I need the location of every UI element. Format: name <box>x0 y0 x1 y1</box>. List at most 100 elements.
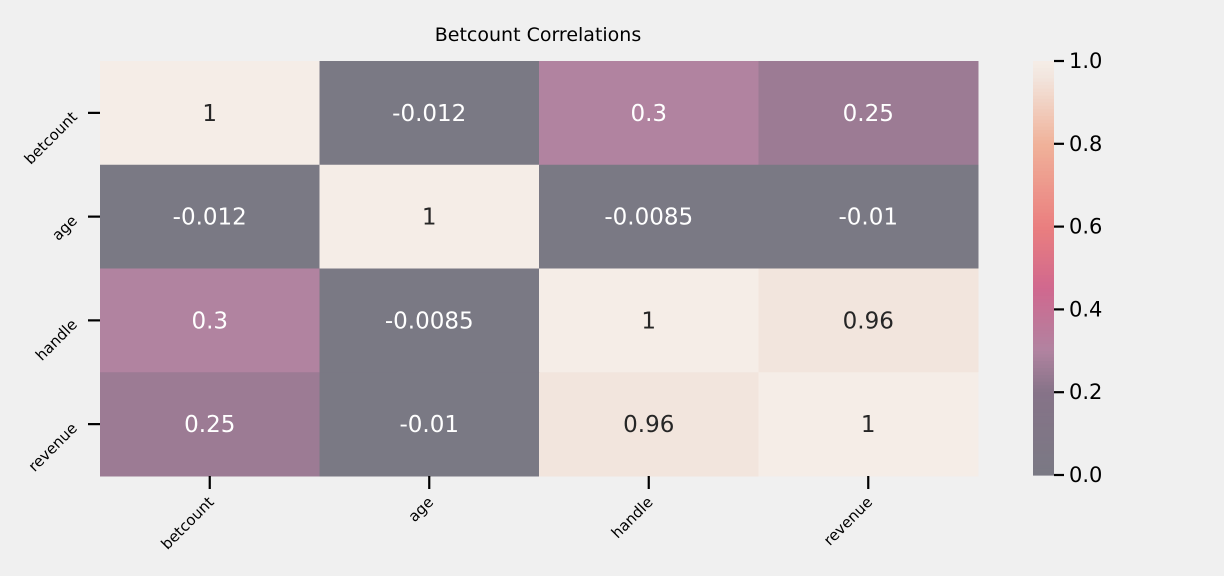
colorbar-tick-label: 0.8 <box>1069 132 1102 156</box>
colorbar-tick-label: 0.6 <box>1069 215 1102 239</box>
colorbar-segment <box>1033 447 1054 452</box>
colorbar-segment <box>1033 323 1054 328</box>
colorbar-segment <box>1033 226 1054 231</box>
colorbar-segment <box>1033 385 1054 390</box>
colorbar-segment <box>1033 292 1054 297</box>
heatmap-cells: 1 -0.012 0.3 0.25 -0.012 1 -0.0085 -0.01 0.3 -0.0… <box>100 61 979 477</box>
colorbar-segment <box>1033 419 1054 424</box>
colorbar-segment <box>1033 202 1054 207</box>
colorbar-segment <box>1033 219 1054 224</box>
colorbar-segment <box>1033 81 1054 86</box>
cell-annotation: 1 <box>641 308 656 334</box>
cell-annotation: 0.3 <box>630 101 667 127</box>
y-tick-label: betcount <box>21 108 81 168</box>
heatmap-cell-age-handle <box>539 164 759 269</box>
colorbar-segment <box>1033 399 1054 404</box>
colorbar-segment <box>1033 416 1054 421</box>
colorbar-segment <box>1033 150 1054 155</box>
cell-annotation: 1 <box>422 205 437 231</box>
colorbar-segment <box>1033 240 1054 245</box>
colorbar-segment <box>1033 302 1054 307</box>
colorbar-segment <box>1033 67 1054 72</box>
cell-annotation: -0.01 <box>399 412 459 438</box>
colorbar-segment <box>1033 254 1054 259</box>
colorbar-tick-label: 0.4 <box>1069 297 1102 321</box>
colorbar-segment <box>1033 230 1054 235</box>
colorbar-segment <box>1033 195 1054 200</box>
colorbar-segment <box>1033 95 1054 100</box>
colorbar-segment <box>1033 350 1054 355</box>
heatmap-cell-betcount-handle <box>539 61 759 166</box>
colorbar-tick-label: 0.2 <box>1069 380 1102 404</box>
colorbar-segment <box>1033 123 1054 128</box>
colorbar-segment <box>1033 357 1054 362</box>
colorbar-segment <box>1033 364 1054 369</box>
x-tick-label: betcount <box>158 493 218 553</box>
colorbar-segment <box>1033 333 1054 338</box>
y-axis: betcount age handle revenue <box>21 108 100 475</box>
colorbar-segment <box>1033 154 1054 159</box>
colorbar-segment <box>1033 347 1054 352</box>
colorbar-segment <box>1033 278 1054 283</box>
colorbar-segment <box>1033 181 1054 186</box>
colorbar-segment <box>1033 461 1054 466</box>
colorbar-segment <box>1033 326 1054 331</box>
colorbar-segment <box>1033 426 1054 431</box>
colorbar-segment <box>1033 443 1054 448</box>
y-tick-label: age <box>48 212 80 244</box>
colorbar-segment <box>1033 164 1054 169</box>
colorbar-segment <box>1033 468 1054 473</box>
cell-annotation: 1 <box>202 101 217 127</box>
cell-annotation: 0.25 <box>184 412 235 438</box>
colorbar-segment <box>1033 126 1054 131</box>
colorbar-segment <box>1033 285 1054 290</box>
colorbar-segment <box>1033 450 1054 455</box>
colorbar-segment <box>1033 392 1054 397</box>
x-tick-label: revenue <box>820 493 876 549</box>
colorbar-tick-label: 0.0 <box>1069 463 1102 487</box>
cell-annotation: 0.96 <box>623 412 674 438</box>
colorbar-segment <box>1033 247 1054 252</box>
colorbar-segment <box>1033 216 1054 221</box>
chart-title: Betcount Correlations <box>435 24 642 46</box>
colorbar-segment <box>1033 143 1054 148</box>
heatmap-cell-handle-age <box>319 268 540 373</box>
colorbar-segment <box>1033 309 1054 314</box>
colorbar-segment <box>1033 274 1054 279</box>
colorbar-segment <box>1033 343 1054 348</box>
colorbar-segment <box>1033 178 1054 183</box>
heatmap-cell-betcount-revenue <box>758 61 979 166</box>
colorbar-segment <box>1033 371 1054 376</box>
colorbar-segment <box>1033 457 1054 462</box>
colorbar-segment <box>1033 378 1054 383</box>
heatmap-cell-revenue-betcount <box>100 372 320 477</box>
colorbar-segment <box>1033 88 1054 93</box>
cell-annotation: -0.012 <box>392 101 466 127</box>
colorbar-segment <box>1033 64 1054 69</box>
colorbar-segment <box>1033 102 1054 107</box>
heatmap-cell-handle-revenue <box>758 268 979 373</box>
colorbar-segment <box>1033 209 1054 214</box>
colorbar: 0.0 0.2 0.4 0.6 0.8 1.0 <box>1033 49 1102 487</box>
colorbar-segment <box>1033 92 1054 97</box>
colorbar-segment <box>1033 381 1054 386</box>
x-tick-label: age <box>405 493 437 525</box>
colorbar-segment <box>1033 412 1054 417</box>
colorbar-segment <box>1033 305 1054 310</box>
heatmap-cell-revenue-age <box>319 372 540 477</box>
colorbar-segment <box>1033 319 1054 324</box>
heatmap-cell-age-revenue <box>758 164 979 269</box>
cell-annotation: 0.3 <box>191 308 228 334</box>
cell-annotation: -0.0085 <box>604 205 693 231</box>
cell-annotation: 0.96 <box>843 308 894 334</box>
colorbar-segment <box>1033 98 1054 103</box>
colorbar-segment <box>1033 188 1054 193</box>
heatmap-cell-betcount-age <box>319 61 540 166</box>
colorbar-segment <box>1033 299 1054 304</box>
colorbar-segment <box>1033 112 1054 117</box>
colorbar-segment <box>1033 268 1054 273</box>
colorbar-segment <box>1033 171 1054 176</box>
colorbar-segment <box>1033 119 1054 124</box>
colorbar-segment <box>1033 454 1054 459</box>
colorbar-segment <box>1033 140 1054 145</box>
